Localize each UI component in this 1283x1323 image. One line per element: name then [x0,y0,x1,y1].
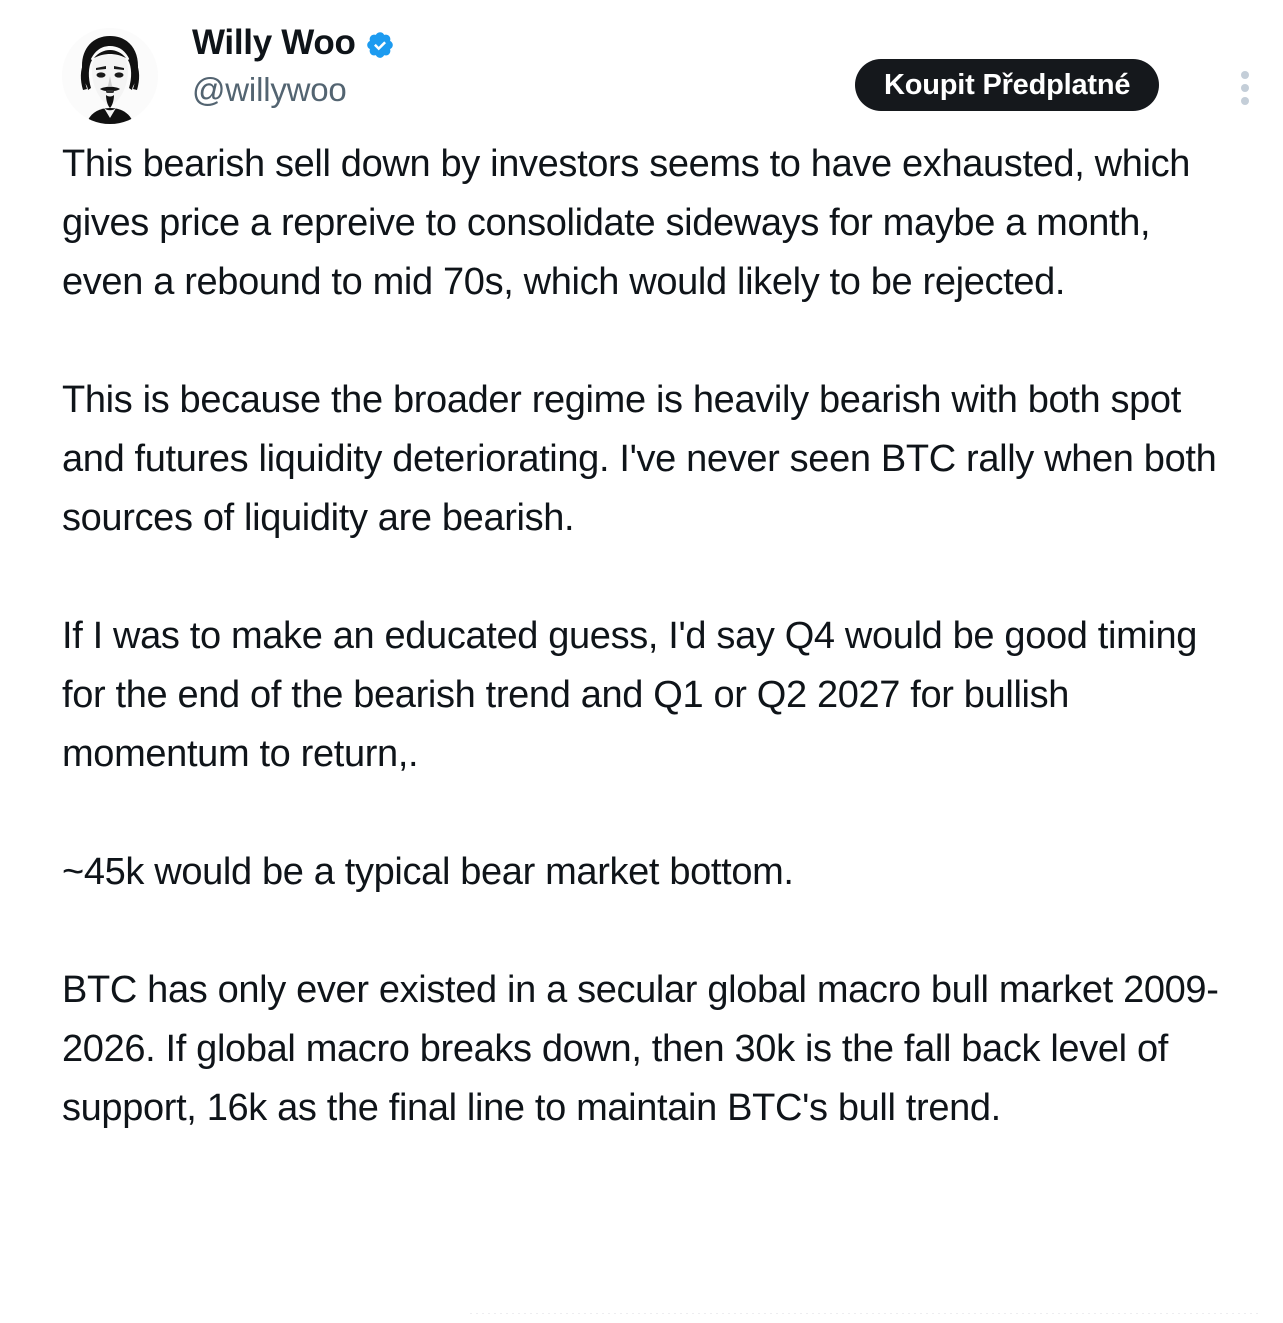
avatar[interactable] [62,28,158,124]
tweet-paragraph: If I was to make an educated guess, I'd … [62,615,1198,775]
tweet-text: This bearish sell down by investors seem… [62,135,1240,1138]
tweet-paragraph: This bearish sell down by investors seem… [62,143,1191,303]
tweet-header: Willy Woo @willywoo Koupit Předplatné [0,18,1283,124]
more-dot [1241,84,1249,92]
identity-block: Willy Woo @willywoo [192,18,395,112]
more-vertical-icon[interactable] [1230,68,1260,108]
avatar-illustration-icon [62,28,158,124]
name-row: Willy Woo [192,18,395,68]
display-name[interactable]: Willy Woo [192,23,356,62]
bottom-divider [470,1313,1260,1314]
handle[interactable]: @willywoo [192,71,347,108]
tweet-paragraph: This is because the broader regime is he… [62,379,1217,539]
tweet-paragraph: BTC has only ever existed in a secular g… [62,969,1219,1129]
tweet-paragraph: ~45k would be a typical bear market bott… [62,851,794,893]
subscribe-button[interactable]: Koupit Předplatné [855,59,1160,111]
verified-badge-icon [366,31,393,58]
more-dot [1241,97,1249,105]
more-dot [1241,71,1249,79]
